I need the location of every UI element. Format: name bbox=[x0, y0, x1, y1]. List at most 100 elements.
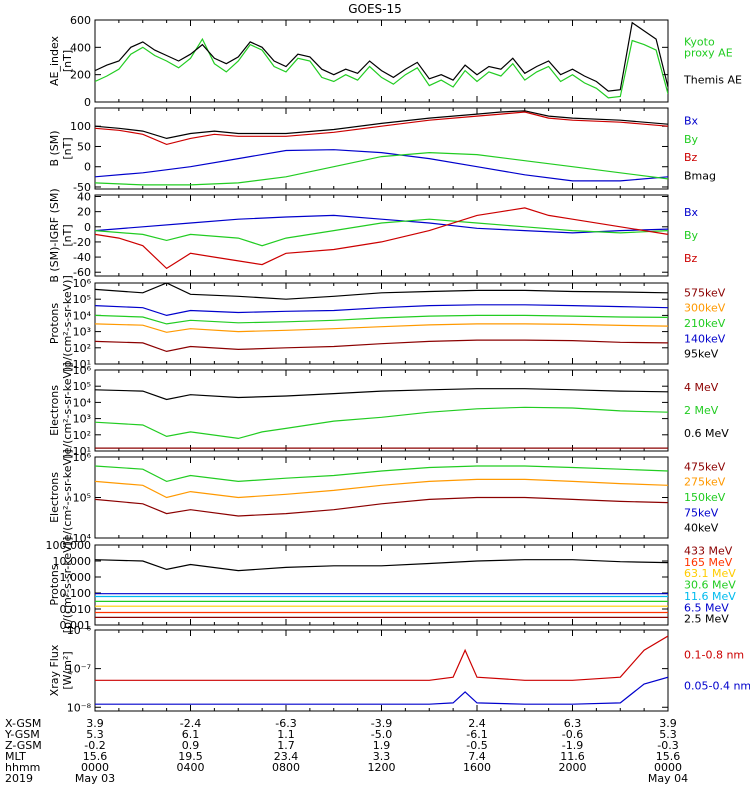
legend-label-140kev: 140keV bbox=[684, 332, 726, 345]
footer-value: May 04 bbox=[648, 772, 688, 785]
panel-7-yunit: [p/(cm²-s-sr-keV)] bbox=[61, 537, 74, 634]
legend-label-bx: Bx bbox=[684, 206, 699, 219]
footer-value: -6.3 bbox=[275, 717, 296, 730]
footer-value: 6.3 bbox=[564, 717, 582, 730]
panel-6-ytick-label: 10⁶ bbox=[73, 451, 92, 464]
panel-7-ytick-label: 0.010 bbox=[60, 603, 92, 616]
panel-8-ylabel: Xray Flux bbox=[48, 644, 61, 696]
panel-2-ytick-label: 0 bbox=[84, 161, 91, 174]
footer-value: 6.1 bbox=[182, 728, 200, 741]
legend-label-0-1-0-8-nm: 0.1-0.8 nm bbox=[684, 649, 744, 662]
panel-7-ytick-label: 10.000 bbox=[53, 555, 92, 568]
footer-value: 0000 bbox=[81, 761, 109, 774]
footer-value: 2.4 bbox=[468, 717, 486, 730]
panel-7-ytick-label: 100.000 bbox=[46, 539, 92, 552]
series-line-475kev bbox=[95, 496, 668, 517]
series-line-2-mev bbox=[95, 406, 668, 440]
legend-label-95kev: 95keV bbox=[684, 348, 719, 361]
series-line-140kev bbox=[95, 304, 668, 317]
panel-4-ytick-label: 10¹ bbox=[73, 358, 91, 371]
legend-label-210kev: 210keV bbox=[684, 317, 726, 330]
panel-1-ytick-label: 600 bbox=[70, 14, 91, 27]
footer-value: 3.3 bbox=[373, 750, 391, 763]
panel-5-ytick-label: 10¹ bbox=[73, 445, 91, 458]
footer-value: 0.9 bbox=[182, 739, 200, 752]
footer-value: 11.6 bbox=[560, 750, 585, 763]
footer-value: 19.5 bbox=[178, 750, 203, 763]
legend-label-bmag: Bmag bbox=[684, 170, 716, 183]
footer-value: 3.9 bbox=[659, 717, 677, 730]
panel-4-frame bbox=[94, 282, 669, 365]
footer-value: 0400 bbox=[177, 761, 205, 774]
series-line-kyoto-proxy-ae bbox=[95, 37, 668, 99]
panel-3-ylabel: B (SM)-IGRF (SM) bbox=[48, 188, 61, 282]
panel-3-ytick-label: 20 bbox=[77, 206, 91, 219]
panel-3: -60 -40 -20 0 20 40 B (SM)-IGRF (SM) [nT] Bx By Bz bbox=[48, 188, 699, 282]
footer-row-label: Y-GSM bbox=[4, 728, 40, 741]
footer-row-label: 2019 bbox=[5, 772, 33, 785]
legend-label-4-mev: 4 MeV bbox=[684, 381, 719, 394]
series-line-150kev bbox=[95, 465, 668, 483]
panel-5: 10¹ 10² 10³ 10⁴ 10⁵ 10⁶ Electrons [e/(cm²-s-sr-… bbox=[48, 362, 729, 458]
series-line-0-6-mev bbox=[95, 388, 668, 401]
footer-row-label: hhmm bbox=[5, 761, 40, 774]
panel-2-yunit: [nT] bbox=[61, 137, 74, 159]
series-line-275kev bbox=[95, 478, 668, 499]
series-line-bz bbox=[95, 207, 668, 270]
series-line-by bbox=[95, 151, 668, 186]
footer-value: 15.6 bbox=[83, 750, 108, 763]
footer-value: 7.4 bbox=[468, 750, 486, 763]
legend-label-2-5-mev: 2.5 MeV bbox=[684, 613, 729, 626]
panel-3-yunit: [nT] bbox=[61, 224, 74, 246]
panel-3-ytick-label: -60 bbox=[73, 266, 91, 279]
series-line-575kev bbox=[95, 339, 668, 353]
panel-2-ylabel: B (SM) bbox=[48, 130, 61, 166]
legend-label-75kev: 75keV bbox=[684, 506, 719, 519]
panel-4-ytick-label: 10³ bbox=[73, 326, 91, 339]
legend-label-0-05-0-4-nm: 0.05-0.4 nm bbox=[684, 679, 750, 692]
panel-4-yunit: [p/(cm²-s-sr-keV)] bbox=[61, 275, 74, 372]
panel-3-ytick-label: -40 bbox=[73, 251, 91, 264]
footer-value: -5.0 bbox=[371, 728, 392, 741]
panel-2-ytick-label: 50 bbox=[77, 140, 91, 153]
legend-label-63-1-mev: 63.1 MeV bbox=[684, 567, 736, 580]
panel-1-yunit: [nT] bbox=[61, 50, 74, 72]
series-line-210kev bbox=[95, 314, 668, 325]
figure-title: GOES-15 bbox=[348, 2, 402, 16]
legend-label-275kev: 275keV bbox=[684, 476, 726, 489]
panel-8-yunit: [W/m²] bbox=[61, 651, 74, 689]
legend-label-40kev: 40keV bbox=[684, 522, 719, 535]
footer-value: -6.1 bbox=[466, 728, 487, 741]
footer-value: -3.9 bbox=[371, 717, 392, 730]
footer-value: 2000 bbox=[559, 761, 587, 774]
panel-3-frame bbox=[94, 194, 669, 277]
panel-4-ytick-label: 10² bbox=[73, 342, 91, 355]
legend-label-by: By bbox=[684, 229, 699, 242]
panel-3-ytick-label: 0 bbox=[84, 221, 91, 234]
series-line-2-5-mev bbox=[95, 559, 668, 572]
panel-7: 0.001 0.010 0.100 1.000 10.000 100.000 Protons… bbox=[46, 537, 737, 634]
footer-row-label: X-GSM bbox=[5, 717, 41, 730]
panel-6-yunit: [e/(cm²-s-sr-keV)] bbox=[61, 449, 74, 545]
panel-2-ytick-label: -50 bbox=[73, 181, 91, 194]
series-line-300kev bbox=[95, 323, 668, 333]
legend-label-433-mev: 433 MeV bbox=[684, 544, 733, 557]
panel-5-yunit: [e/(cm²-s-sr-keV)] bbox=[61, 362, 74, 458]
legend-label-2-mev: 2 MeV bbox=[684, 404, 719, 417]
footer-value: 1200 bbox=[368, 761, 396, 774]
legend-label-bx: Bx bbox=[684, 114, 699, 127]
panel-6-ytick-label: 10⁵ bbox=[73, 492, 91, 505]
panel-4-ylabel: Protons bbox=[48, 303, 61, 344]
panel-5-ytick-label: 10² bbox=[73, 429, 91, 442]
legend-label-300kev: 300keV bbox=[684, 302, 726, 315]
panel-7-ylabel: Protons bbox=[48, 564, 61, 605]
footer-value: 1.9 bbox=[373, 739, 391, 752]
legend-label-475kev: 475keV bbox=[684, 460, 726, 473]
panel-1-ytick-label: 400 bbox=[70, 41, 91, 54]
panel-5-ytick-label: 10⁶ bbox=[73, 364, 92, 377]
footer-value: 23.4 bbox=[274, 750, 299, 763]
footer-value: May 03 bbox=[75, 772, 115, 785]
